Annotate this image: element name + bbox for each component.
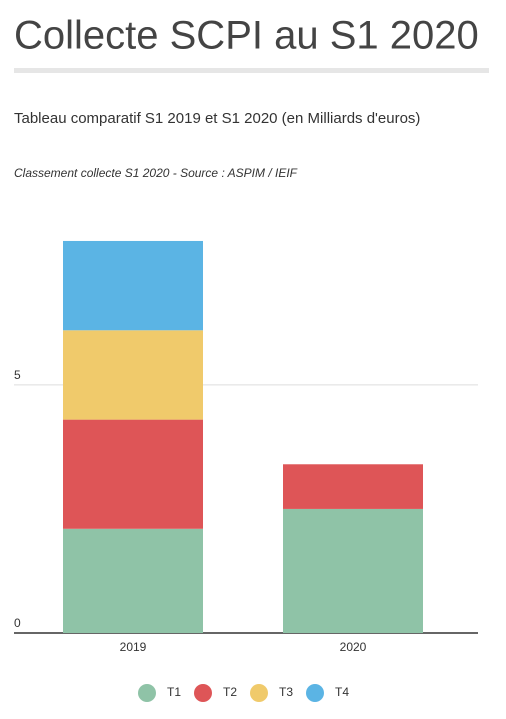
bar-segment [63,528,203,633]
legend-label: T2 [223,685,237,699]
chart-subtitle: Tableau comparatif S1 2019 et S1 2020 (e… [14,110,420,127]
legend-label: T3 [279,685,293,699]
bar-segment [283,508,423,633]
chart-title: Collecte SCPI au S1 2020 [14,14,479,58]
legend-marker [306,684,324,702]
legend-marker [250,684,268,702]
legend-label: T4 [335,685,349,699]
x-tick-label: 2020 [340,640,367,654]
y-tick-label: 0 [14,616,21,630]
bar-segment [63,330,203,420]
bar-segment [283,464,423,509]
bar-segment [63,240,203,331]
title-rule [14,68,489,73]
y-tick-label: 5 [14,368,21,382]
x-tick-label: 2019 [120,640,147,654]
bar-segment [63,419,203,529]
legend-label: T1 [167,685,181,699]
legend-marker [138,684,156,702]
legend-marker [194,684,212,702]
source-note: Classement collecte S1 2020 - Source : A… [14,166,298,180]
